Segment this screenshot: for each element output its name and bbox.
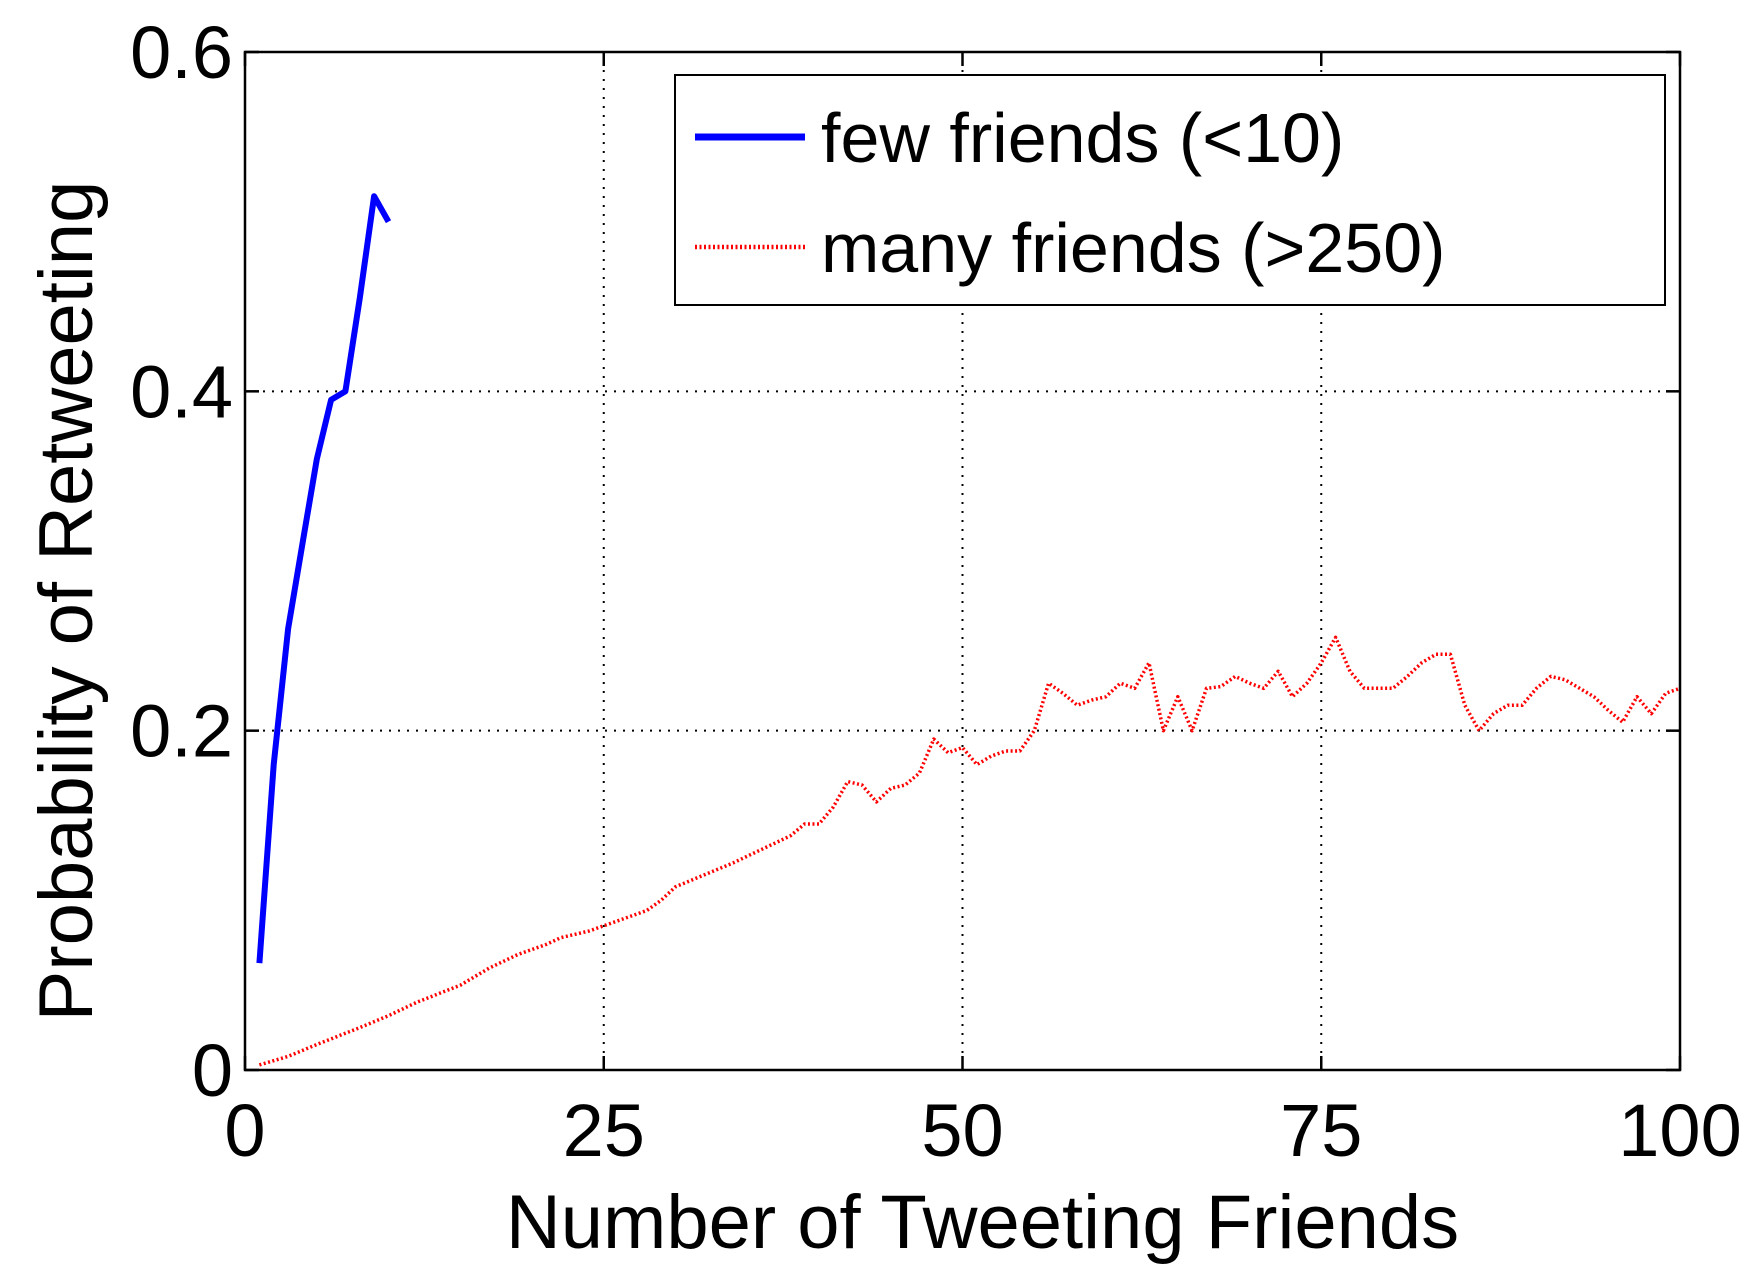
- tick-labels: 0 25 50 75 100 0 0.2 0.4 0.6: [130, 11, 1742, 1172]
- y-tick-label: 0: [192, 1029, 233, 1112]
- y-tick-label: 0.2: [130, 690, 233, 773]
- series-layer: [256, 193, 1681, 1067]
- x-tick-label: 25: [563, 1089, 645, 1172]
- x-tick-label: 75: [1280, 1089, 1362, 1172]
- y-tick-label: 0.6: [130, 11, 233, 94]
- x-tick-label: 100: [1618, 1089, 1741, 1172]
- x-tick-label: 50: [921, 1089, 1003, 1172]
- ticks: [243, 50, 1682, 1072]
- series-line-0: [256, 193, 392, 964]
- y-tick-label: 0.4: [130, 350, 233, 433]
- y-axis-title: Probability of Retweeting: [24, 181, 109, 1022]
- legend: few friends (<10) many friends (>250): [674, 74, 1666, 306]
- legend-label-many-friends: many friends (>250): [821, 209, 1445, 287]
- legend-label-few-friends: few friends (<10): [821, 99, 1344, 177]
- x-axis-title: Number of Tweeting Friends: [506, 1180, 1459, 1265]
- legend-box: [674, 74, 1666, 306]
- x-tick-label: 0: [224, 1089, 265, 1172]
